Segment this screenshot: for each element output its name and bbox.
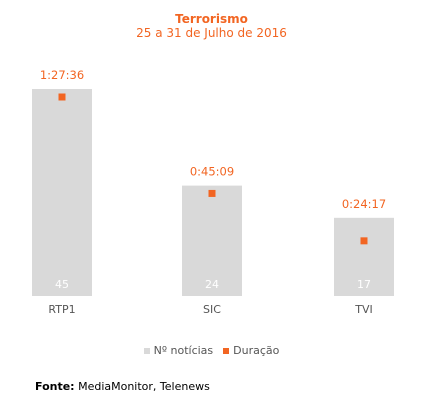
source-text: MediaMonitor, Telenews (74, 380, 210, 393)
category-label: SIC (203, 303, 221, 316)
duration-label: 1:27:36 (40, 68, 84, 82)
category-label: TVI (354, 303, 373, 316)
legend-label-news: Nº notícias (153, 344, 214, 357)
bar-value-label: 24 (205, 278, 219, 291)
legend-swatch-news (143, 347, 150, 354)
legend-item-news: Nº notícias (143, 344, 214, 357)
bar-tvi (334, 217, 394, 296)
source-note: Fonte: MediaMonitor, Telenews (35, 380, 210, 393)
duration-marker-sic (208, 189, 216, 197)
chart-subtitle: 25 a 31 de Julho de 2016 (136, 26, 287, 40)
bar-value-label: 45 (55, 278, 69, 291)
bar-rtp1 (32, 89, 92, 296)
bar-value-label: 17 (357, 278, 371, 291)
legend-item-duration: Duração (223, 344, 279, 357)
chart-plot: 45 1:27:36 RTP1 24 0:45:09 SIC 17 0:24:17 TVI (32, 68, 394, 316)
chart-legend: Nº notícias Duração (0, 344, 423, 357)
duration-marker-rtp1 (58, 93, 66, 101)
duration-marker-tvi (360, 237, 368, 245)
duration-label: 0:24:17 (342, 197, 386, 211)
chart-title: Terrorismo (175, 12, 248, 26)
legend-label-duration: Duração (233, 344, 280, 357)
source-label: Fonte: (35, 380, 75, 393)
category-label: RTP1 (48, 303, 75, 316)
duration-label: 0:45:09 (190, 165, 234, 179)
bar-sic (182, 185, 242, 296)
legend-swatch-duration (223, 347, 230, 354)
